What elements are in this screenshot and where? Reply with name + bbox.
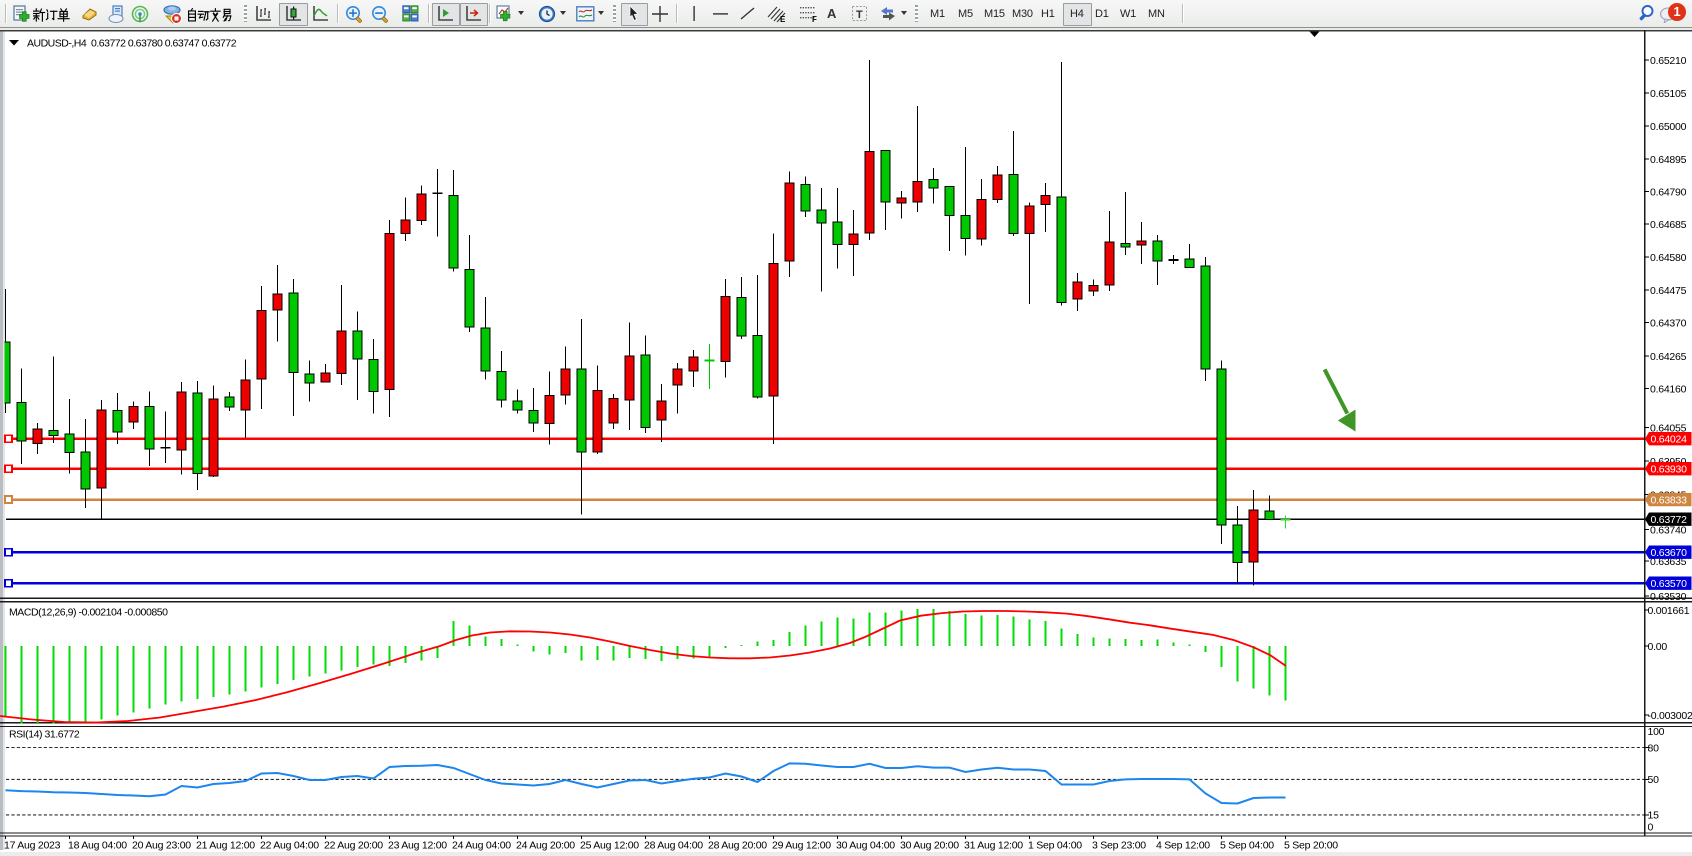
svg-text:31 Aug 12:00: 31 Aug 12:00 (964, 840, 1023, 852)
svg-text:0.65000: 0.65000 (1650, 121, 1687, 133)
svg-text:5 Sep 20:00: 5 Sep 20:00 (1284, 840, 1338, 852)
svg-text:0.63930: 0.63930 (1651, 464, 1688, 476)
svg-text:0.63530: 0.63530 (1650, 591, 1687, 603)
svg-text:23 Aug 12:00: 23 Aug 12:00 (388, 840, 447, 852)
svg-text:20 Aug 23:00: 20 Aug 23:00 (132, 840, 191, 852)
svg-text:0.63772: 0.63772 (1651, 514, 1688, 526)
svg-text:0.63670: 0.63670 (1651, 547, 1688, 559)
svg-text:50: 50 (1648, 774, 1660, 786)
svg-text:24 Aug 04:00: 24 Aug 04:00 (452, 840, 511, 852)
svg-text:18 Aug 04:00: 18 Aug 04:00 (68, 840, 127, 852)
svg-text:0.64265: 0.64265 (1650, 351, 1687, 363)
svg-text:0.64055: 0.64055 (1650, 422, 1687, 434)
svg-text:28 Aug 20:00: 28 Aug 20:00 (708, 840, 767, 852)
svg-text:0.64475: 0.64475 (1650, 285, 1687, 297)
svg-text:28 Aug 04:00: 28 Aug 04:00 (644, 840, 703, 852)
svg-text:0.63833: 0.63833 (1651, 495, 1688, 507)
svg-text:1 Sep 04:00: 1 Sep 04:00 (1028, 840, 1082, 852)
svg-text:0.64370: 0.64370 (1650, 317, 1687, 329)
svg-text:15: 15 (1648, 810, 1660, 822)
svg-text:30 Aug 04:00: 30 Aug 04:00 (836, 840, 895, 852)
svg-text:22 Aug 04:00: 22 Aug 04:00 (260, 840, 319, 852)
svg-text:22 Aug 20:00: 22 Aug 20:00 (324, 840, 383, 852)
svg-text:0.64790: 0.64790 (1650, 186, 1687, 198)
svg-text:80: 80 (1648, 742, 1660, 754)
svg-text:0.64160: 0.64160 (1650, 383, 1687, 395)
svg-text:29 Aug 12:00: 29 Aug 12:00 (772, 840, 831, 852)
svg-text:30 Aug 20:00: 30 Aug 20:00 (900, 840, 959, 852)
svg-text:RSI(14) 31.6772: RSI(14) 31.6772 (9, 729, 80, 741)
svg-text:24 Aug 20:00: 24 Aug 20:00 (516, 840, 575, 852)
svg-text:0.65105: 0.65105 (1650, 88, 1687, 100)
svg-text:0.00: 0.00 (1648, 641, 1668, 653)
svg-text:-0.003002: -0.003002 (1648, 710, 1692, 722)
svg-text:AUDUSD-,H4 0.63772 0.63780 0.: AUDUSD-,H4 0.63772 0.63780 0.63747 0.637… (27, 38, 237, 50)
svg-text:MACD(12,26,9) -0.002104 -0.000: MACD(12,26,9) -0.002104 -0.000850 (9, 607, 168, 619)
svg-text:0.65210: 0.65210 (1650, 55, 1687, 67)
svg-text:0.64895: 0.64895 (1650, 154, 1687, 166)
svg-text:0: 0 (1648, 821, 1654, 833)
svg-text:T: T (856, 9, 863, 21)
svg-text:21 Aug 12:00: 21 Aug 12:00 (196, 840, 255, 852)
svg-text:3 Sep 23:00: 3 Sep 23:00 (1092, 840, 1146, 852)
svg-text:0.64685: 0.64685 (1650, 219, 1687, 231)
svg-text:F: F (812, 15, 817, 24)
svg-text:100: 100 (1648, 726, 1665, 738)
svg-text:5 Sep 04:00: 5 Sep 04:00 (1220, 840, 1274, 852)
svg-text:0.001661: 0.001661 (1648, 605, 1690, 617)
svg-text:4 Sep 12:00: 4 Sep 12:00 (1156, 840, 1210, 852)
svg-text:17 Aug 2023: 17 Aug 2023 (4, 840, 61, 852)
svg-text:0.63570: 0.63570 (1651, 578, 1688, 590)
svg-text:E: E (780, 15, 786, 24)
svg-text:0.64024: 0.64024 (1651, 434, 1688, 446)
svg-text:25 Aug 12:00: 25 Aug 12:00 (580, 840, 639, 852)
svg-text:0.64580: 0.64580 (1650, 252, 1687, 264)
svg-text:0.63740: 0.63740 (1650, 524, 1687, 536)
